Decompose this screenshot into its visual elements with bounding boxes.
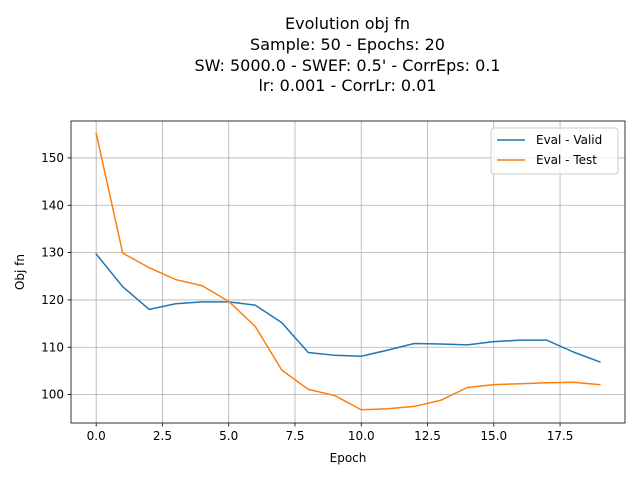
title-line-2: Sample: 50 - Epochs: 20	[250, 35, 445, 54]
plot-area-frame	[70, 120, 626, 424]
y-tick-label: 120	[41, 293, 64, 307]
title-line-3: SW: 5000.0 - SWEF: 0.5' - CorrEps: 0.1	[194, 56, 500, 75]
y-axis-label: Obj fn	[13, 254, 27, 290]
legend-label-eval-test: Eval - Test	[536, 153, 597, 167]
y-tick-label: 110	[41, 340, 64, 354]
y-tick-label: 100	[41, 388, 64, 402]
chart-title: Evolution obj fn Sample: 50 - Epochs: 20…	[194, 14, 500, 95]
series-line-eval-test	[95, 132, 601, 411]
ticks: 0.0 2.5 5.0 7.5 10.0 12.5 15.0 17.5 100 110 120 130…	[41, 151, 573, 443]
series-line-eval-valid	[95, 252, 601, 363]
x-tick-label: 15.0	[480, 429, 507, 443]
y-tick-label: 150	[41, 151, 64, 165]
x-tick-label: 7.5	[285, 429, 304, 443]
x-tick-label: 0.0	[87, 429, 106, 443]
y-tick-label: 140	[41, 198, 64, 212]
legend: Eval - Valid Eval - Test	[490, 127, 619, 175]
legend-label-eval-valid: Eval - Valid	[536, 133, 602, 147]
series-lines	[95, 132, 601, 411]
x-tick-label: 12.5	[414, 429, 441, 443]
title-line-4: lr: 0.001 - CorrLr: 0.01	[258, 76, 436, 95]
y-tick-label: 130	[41, 246, 64, 260]
title-line-1: Evolution obj fn	[285, 14, 410, 33]
x-tick-label: 10.0	[348, 429, 375, 443]
x-tick-label: 17.5	[547, 429, 574, 443]
x-tick-label: 2.5	[153, 429, 172, 443]
x-tick-label: 5.0	[219, 429, 238, 443]
x-axis-label: Epoch	[330, 451, 367, 465]
